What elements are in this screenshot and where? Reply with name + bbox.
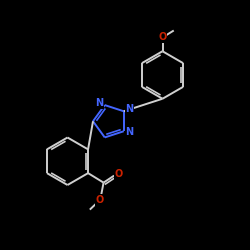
Text: N: N xyxy=(126,128,134,138)
Text: N: N xyxy=(95,98,103,108)
Text: N: N xyxy=(125,104,133,114)
Text: O: O xyxy=(96,195,104,205)
Text: O: O xyxy=(158,32,166,42)
Text: O: O xyxy=(114,170,122,179)
